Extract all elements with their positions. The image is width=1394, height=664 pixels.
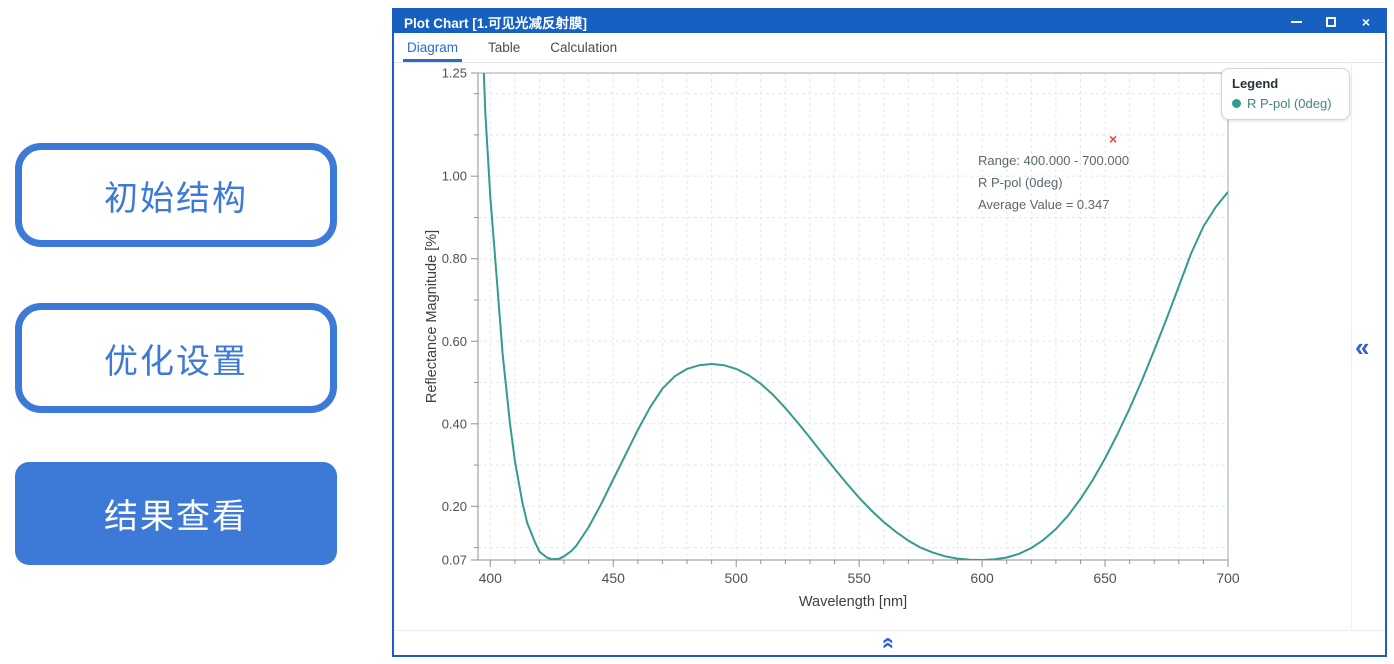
svg-text:0.80: 0.80 bbox=[442, 251, 467, 266]
tab-bar: Diagram Table Calculation bbox=[394, 33, 1385, 63]
bottom-strip: « bbox=[394, 630, 1385, 655]
legend-title: Legend bbox=[1232, 76, 1279, 91]
svg-text:550: 550 bbox=[847, 570, 871, 586]
collapse-panel-left-icon[interactable]: « bbox=[1355, 332, 1370, 362]
svg-text:Wavelength [nm]: Wavelength [nm] bbox=[799, 594, 907, 610]
maximize-icon bbox=[1326, 16, 1336, 27]
reflectance-curve bbox=[482, 73, 1228, 560]
plot-borders bbox=[477, 72, 1229, 561]
svg-text:400: 400 bbox=[479, 570, 503, 586]
optimization-settings-button[interactable]: 优化设置 bbox=[15, 303, 337, 413]
minimize-icon bbox=[1290, 20, 1302, 23]
panel-divider bbox=[1351, 63, 1352, 630]
plot-chart-window: Plot Chart [1.可见光减反射膜] × Diagram Table C… bbox=[392, 8, 1387, 657]
svg-text:700: 700 bbox=[1216, 570, 1240, 586]
expand-up-icon[interactable]: « bbox=[877, 636, 903, 650]
annotation-average-line: Average Value = 0.347 bbox=[978, 197, 1110, 212]
series-color-dot-icon bbox=[1232, 99, 1241, 108]
svg-text:500: 500 bbox=[725, 570, 749, 586]
grid-lines bbox=[478, 73, 1228, 560]
axis-ticks bbox=[471, 72, 1229, 567]
svg-text:Reflectance Magnitude [%]: Reflectance Magnitude [%] bbox=[424, 230, 440, 403]
svg-text:1.00: 1.00 bbox=[442, 169, 467, 184]
minimize-button[interactable] bbox=[1289, 15, 1303, 29]
legend-item-label: R P-pol (0deg) bbox=[1247, 96, 1332, 111]
tick-labels: 400 450 500 550 600 650 700 0.07 0.20 0.40 0.60 0.8… bbox=[442, 66, 1240, 587]
legend-item-rppol[interactable]: R P-pol (0deg) bbox=[1232, 96, 1339, 111]
chart-content: 400 450 500 550 600 650 700 0.07 0.20 0.40 0.60 0.8… bbox=[394, 63, 1385, 630]
svg-text:650: 650 bbox=[1093, 570, 1117, 586]
axis-titles: Wavelength [nm] Reflectance Magnitude [%] bbox=[424, 230, 907, 610]
results-view-button[interactable]: 结果查看 bbox=[15, 462, 337, 565]
annotation-delete-icon[interactable]: × bbox=[1109, 131, 1118, 147]
window-title: Plot Chart [1.可见光减反射膜] bbox=[404, 15, 588, 31]
tab-table[interactable]: Table bbox=[488, 40, 521, 55]
svg-text:0.07: 0.07 bbox=[442, 553, 467, 568]
svg-text:600: 600 bbox=[970, 570, 994, 586]
svg-text:0.60: 0.60 bbox=[442, 334, 467, 349]
initial-structure-button[interactable]: 初始结构 bbox=[15, 143, 337, 247]
svg-text:1.25: 1.25 bbox=[442, 66, 467, 81]
results-view-label: 结果查看 bbox=[104, 498, 248, 536]
legend: Legend R P-pol (0deg) bbox=[1221, 68, 1350, 120]
initial-structure-label: 初始结构 bbox=[104, 179, 248, 218]
tab-diagram[interactable]: Diagram bbox=[402, 33, 463, 62]
close-icon: × bbox=[1361, 13, 1371, 30]
svg-text:450: 450 bbox=[602, 570, 626, 586]
optimization-settings-label: 优化设置 bbox=[104, 342, 248, 381]
maximize-button[interactable] bbox=[1324, 15, 1338, 29]
annotation-range-line: Range: 400.000 - 700.000 bbox=[978, 153, 1130, 168]
reflectance-chart: 400 450 500 550 600 650 700 0.07 0.20 0.40 0.60 0.8… bbox=[424, 66, 1240, 611]
svg-text:0.20: 0.20 bbox=[442, 499, 467, 514]
close-button[interactable]: × bbox=[1359, 15, 1373, 29]
window-controls: × bbox=[1289, 15, 1377, 29]
svg-text:0.40: 0.40 bbox=[442, 416, 467, 431]
tab-calculation[interactable]: Calculation bbox=[550, 40, 618, 55]
range-annotation: Range: 400.000 - 700.000 R P-pol (0deg) … bbox=[978, 150, 1129, 216]
annotation-series-line: R P-pol (0deg) bbox=[978, 175, 1063, 190]
window-titlebar[interactable]: Plot Chart [1.可见光减反射膜] × bbox=[394, 10, 1385, 33]
